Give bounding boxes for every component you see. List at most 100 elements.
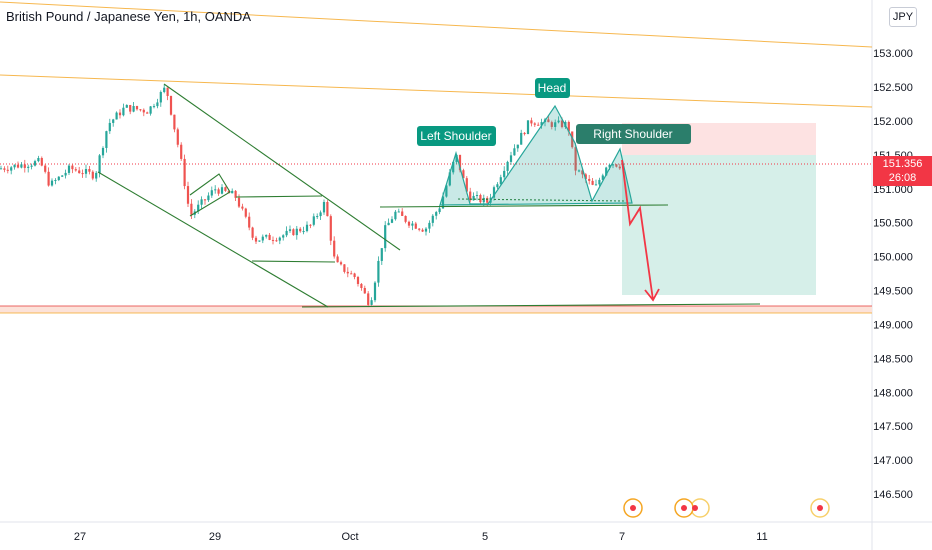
event-marker[interactable] (692, 505, 698, 511)
candle-body (350, 273, 353, 275)
event-marker[interactable] (674, 498, 694, 518)
candle-body (356, 277, 360, 284)
candle-body (475, 195, 479, 197)
candle-body (401, 211, 404, 216)
price-tick-label: 152.500 (873, 82, 913, 94)
bar-countdown: 26:08 (888, 172, 917, 184)
trend-drawings[interactable] (97, 83, 761, 308)
currency-button[interactable]: JPY (889, 7, 917, 27)
projection-path (621, 159, 654, 301)
last-price-value: 151.356 (882, 158, 923, 170)
candle-body (84, 169, 88, 174)
candle-body (292, 229, 295, 236)
candle-body (465, 178, 468, 192)
candle-body (458, 154, 462, 171)
candle-body (163, 87, 166, 93)
flag-pattern[interactable] (189, 173, 231, 217)
candle-body (591, 180, 594, 185)
price-tick-label: 150.500 (873, 218, 913, 230)
candle-body (271, 239, 275, 241)
candle-body (550, 122, 553, 127)
candle-body (435, 212, 438, 216)
left-shoulder-label: Left Shoulder (420, 129, 491, 143)
candle-body (312, 216, 315, 225)
candle-body (299, 228, 302, 232)
candle-body (523, 132, 526, 135)
candle-body (506, 161, 509, 171)
candle-body (146, 112, 149, 114)
candle-body (169, 95, 173, 115)
candle-body (418, 228, 421, 230)
right-shoulder-label: Right Shoulder (593, 127, 672, 141)
resistance-line-upper[interactable] (0, 1, 873, 48)
annotation-head[interactable]: Head (535, 78, 570, 98)
candle-body (397, 211, 400, 213)
candle-body (452, 161, 455, 173)
support-trendline[interactable] (301, 303, 761, 308)
candle-body (220, 187, 224, 194)
candle-body (183, 158, 186, 187)
candle-body (492, 187, 496, 198)
candle-body (469, 191, 472, 201)
candle-body (377, 260, 380, 283)
candle-body (122, 107, 125, 116)
price-axis[interactable]: 146.500 147.000 147.500 148.000 148.500 149.0… (873, 48, 913, 501)
projection-arrow[interactable] (621, 159, 660, 302)
candle-body (135, 106, 139, 110)
candle-body (200, 199, 203, 205)
candle-body (166, 87, 169, 96)
candle-body (316, 216, 319, 218)
candle-body (10, 167, 13, 171)
annotation-left-shoulder[interactable]: Left Shoulder (417, 126, 496, 146)
event-markers[interactable] (623, 498, 830, 518)
candle-body (530, 120, 533, 124)
candle-body (159, 92, 162, 103)
candle-body (390, 219, 394, 223)
candle-body (448, 172, 451, 186)
range-top[interactable] (235, 195, 323, 198)
candle-body (27, 166, 30, 168)
price-tick-label: 147.500 (873, 421, 913, 433)
time-tick-label: Oct (341, 531, 358, 543)
candle-body (152, 106, 156, 108)
candle-body (472, 195, 475, 201)
candle-body (611, 164, 615, 166)
candle-body (149, 106, 152, 114)
support-zone[interactable] (0, 306, 872, 313)
candle-body (411, 223, 414, 226)
channel-upper[interactable] (163, 83, 401, 251)
candle-body (61, 175, 64, 177)
candlestick-series[interactable] (0, 84, 621, 308)
candle-body (278, 237, 281, 241)
candle-body (438, 208, 441, 213)
candle-body (608, 164, 611, 168)
candle-body (588, 178, 591, 181)
projection-arrowhead (644, 288, 660, 302)
head-and-shoulders-fill[interactable] (439, 104, 633, 206)
candle-body (336, 256, 339, 263)
time-tick-label: 27 (74, 531, 86, 543)
candle-body (258, 240, 261, 242)
neckline[interactable] (379, 204, 669, 208)
label-box (417, 126, 496, 146)
candle-body (268, 234, 271, 240)
label-box (535, 78, 570, 98)
candle-body (353, 273, 356, 278)
candle-body (207, 195, 210, 201)
candle-body (322, 201, 326, 213)
candle-body (40, 158, 43, 166)
channel-lower[interactable] (97, 171, 329, 308)
event-marker[interactable] (810, 498, 830, 518)
candle-body (74, 169, 77, 171)
annotation-right-shoulder[interactable]: Right Shoulder (576, 124, 691, 144)
range-bottom[interactable] (251, 260, 336, 263)
resistance-line-lower[interactable] (0, 74, 873, 108)
candle-body (112, 119, 115, 123)
profit-zone[interactable] (622, 155, 816, 295)
candle-body (108, 122, 111, 132)
label-box (576, 124, 691, 144)
time-axis[interactable]: 27 29 Oct 5 7 11 (74, 531, 768, 543)
candle-body (217, 189, 220, 194)
event-marker[interactable] (623, 498, 643, 518)
